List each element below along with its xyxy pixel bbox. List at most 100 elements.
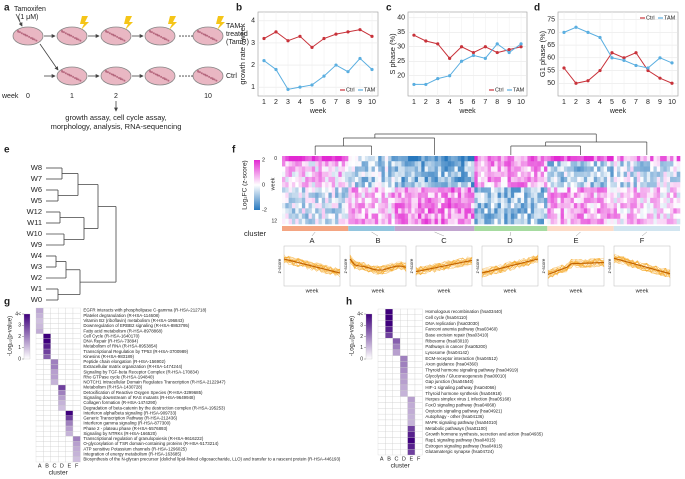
heatmap-cell bbox=[354, 192, 359, 199]
heatmap-cell bbox=[500, 171, 505, 178]
heatmap-cell bbox=[454, 182, 459, 188]
heatmap-cell bbox=[391, 213, 396, 220]
profile-line bbox=[415, 261, 473, 272]
heatmap-cell bbox=[553, 208, 558, 214]
heatmap-cell bbox=[467, 187, 472, 193]
heatmap-cell bbox=[616, 218, 621, 225]
heatmap-cell bbox=[540, 197, 545, 204]
enrichment-cell bbox=[414, 443, 423, 450]
cell bbox=[114, 74, 117, 77]
heatmap-cell bbox=[351, 182, 356, 188]
heatmap-cell bbox=[295, 218, 299, 225]
heatmap-cell bbox=[318, 218, 323, 225]
week-tick: 10 bbox=[204, 93, 212, 100]
heatmap-cell bbox=[361, 156, 366, 162]
heatmap-cell bbox=[441, 213, 445, 220]
heatmap-cell bbox=[374, 213, 379, 220]
heatmap-cell bbox=[321, 192, 326, 199]
heatmap-cell bbox=[318, 161, 323, 167]
heatmap-cell bbox=[557, 187, 561, 193]
pathway-label: Downregulation of ERBB2 signaling (R-HSA… bbox=[83, 323, 189, 328]
heatmap-cell bbox=[325, 197, 329, 204]
heatmap-cell bbox=[282, 166, 286, 172]
heatmap-cell bbox=[427, 192, 432, 199]
heatmap-cell bbox=[540, 161, 545, 167]
heatmap-cell bbox=[626, 213, 631, 220]
cell bbox=[22, 33, 25, 36]
heatmap-cell bbox=[434, 197, 439, 204]
enrichment-cell bbox=[414, 402, 423, 409]
cell bbox=[198, 71, 201, 74]
heatmap-cell bbox=[464, 197, 469, 204]
heatmap-cell bbox=[504, 218, 508, 225]
profile-line bbox=[415, 256, 473, 274]
heatmap-cell bbox=[421, 161, 425, 167]
enrichment-cell bbox=[407, 326, 416, 333]
heatmap-cell bbox=[633, 171, 638, 178]
enrichment-cell bbox=[385, 413, 393, 421]
heatmap-cell bbox=[620, 176, 624, 183]
heatmap-cell bbox=[590, 203, 595, 209]
heatmap-cell bbox=[414, 182, 419, 188]
heatmap-cell bbox=[607, 208, 611, 214]
heatmap-cell bbox=[437, 171, 442, 178]
heatmap-cell bbox=[623, 187, 628, 193]
enrichment-cell bbox=[58, 318, 66, 324]
heatmap-cell bbox=[490, 161, 495, 167]
heatmap-cell bbox=[464, 203, 469, 209]
heatmap-cell bbox=[431, 203, 435, 209]
heatmap-cell bbox=[613, 156, 618, 162]
heatmap-cell bbox=[646, 192, 651, 199]
heatmap-cell bbox=[663, 176, 668, 183]
heatmap-cell bbox=[570, 208, 575, 214]
heatmap-cell bbox=[451, 187, 455, 193]
heatmap-cell bbox=[640, 192, 644, 199]
heatmap-cell bbox=[563, 161, 568, 167]
plot-area bbox=[407, 11, 528, 97]
heatmap-cell bbox=[378, 192, 382, 199]
enrichment-cell bbox=[400, 396, 408, 403]
heatmap-cell bbox=[653, 187, 658, 193]
heatmap-cell bbox=[510, 176, 515, 183]
heatmap-cell bbox=[474, 197, 478, 204]
heatmap-cell bbox=[517, 192, 522, 199]
y-axis-label: G1 phase (%) bbox=[538, 30, 547, 77]
connector bbox=[575, 231, 581, 237]
heatmap-cell bbox=[544, 171, 548, 178]
cell bbox=[211, 38, 214, 41]
pathway-label: Axon guidance (hsa04360) bbox=[425, 362, 478, 367]
heatmap-cell bbox=[656, 166, 661, 172]
heatmap-cell bbox=[590, 218, 595, 225]
profile-line bbox=[415, 257, 473, 276]
enrichment-cell bbox=[407, 413, 416, 421]
heatmap-cell bbox=[427, 218, 432, 225]
heatmap-cell bbox=[673, 203, 677, 209]
heatmap-cell bbox=[321, 176, 326, 183]
heatmap-cell bbox=[630, 171, 634, 178]
heatmap-cell bbox=[328, 166, 333, 172]
enrichment-cell bbox=[35, 389, 44, 396]
pathway-label: Interferon alpha/beta signaling (R-HSA-9… bbox=[83, 410, 177, 415]
enrichment-cell bbox=[43, 354, 51, 360]
heatmap-cell bbox=[315, 208, 319, 214]
heatmap-cell bbox=[583, 161, 588, 167]
heatmap-cell bbox=[398, 161, 402, 167]
pathway-label: Collagen formation (R-HSA-1474290) bbox=[83, 400, 157, 405]
heatmap-cell bbox=[583, 156, 588, 162]
heatmap-cell bbox=[577, 171, 581, 178]
data-point bbox=[436, 77, 440, 81]
enrichment-cell bbox=[50, 364, 59, 370]
cell bbox=[156, 74, 159, 77]
enrichment-cell bbox=[50, 441, 59, 447]
heatmap-cell bbox=[487, 192, 492, 199]
enrichment-cell bbox=[35, 446, 44, 452]
heatmap-cell bbox=[414, 176, 419, 183]
heatmap-cell bbox=[640, 197, 644, 204]
cell bbox=[154, 33, 157, 36]
cell bbox=[79, 39, 82, 42]
enrichment-cell bbox=[414, 338, 423, 345]
heatmap-cell bbox=[404, 156, 409, 162]
heatmap-cell bbox=[623, 156, 628, 162]
heatmap-cell bbox=[285, 213, 289, 220]
heatmap-cell bbox=[341, 218, 346, 225]
